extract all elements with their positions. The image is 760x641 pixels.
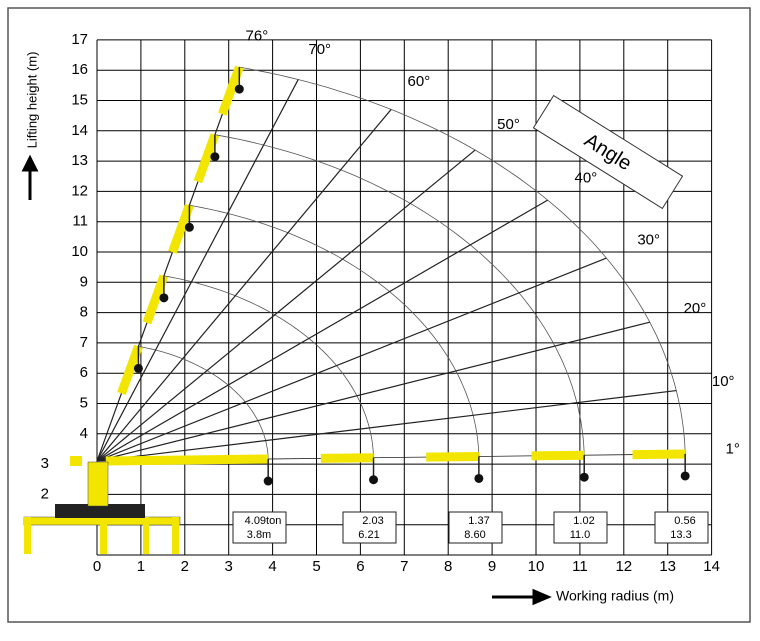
load-value: 0.56 <box>674 515 695 527</box>
angle-ray <box>96 79 299 462</box>
hook <box>680 471 690 481</box>
boom-section <box>320 453 374 463</box>
load-box <box>342 511 397 544</box>
boom-section <box>117 344 143 395</box>
x-tick-label: 0 <box>93 558 101 575</box>
crane-base <box>23 456 181 554</box>
y-tick-label: 10 <box>71 243 88 260</box>
angle-ray <box>96 321 650 462</box>
load-value: 2.03 <box>362 515 383 527</box>
y-tick-label: 17 <box>71 31 88 48</box>
boom-arc <box>189 204 480 467</box>
x-tick-label: 13 <box>659 558 676 575</box>
x-tick-label: 2 <box>181 558 189 575</box>
boom-section <box>632 449 686 460</box>
y-tick-label: 15 <box>71 91 88 108</box>
hook <box>159 293 169 303</box>
boom-section <box>168 203 194 254</box>
hook <box>234 84 244 94</box>
angle-label: 10° <box>712 373 735 390</box>
x-tick-label: 8 <box>444 558 452 575</box>
x-tick-label: 10 <box>528 558 545 575</box>
y-tick-label: 13 <box>71 152 88 169</box>
x-tick-label: 4 <box>268 558 276 575</box>
angle-ray <box>96 149 476 462</box>
x-tick-label: 1 <box>137 558 145 575</box>
angle-label: 76° <box>246 28 269 45</box>
x-tick-label: 9 <box>488 558 496 575</box>
hook <box>210 152 220 162</box>
x-tick-label: 7 <box>400 558 408 575</box>
y-tick-label: 14 <box>71 122 88 139</box>
angle-ray <box>96 389 677 462</box>
angle-label: 50° <box>497 116 520 133</box>
load-value: 1.02 <box>573 515 594 527</box>
angle-label: 70° <box>308 41 331 58</box>
boom-section <box>105 454 269 466</box>
boom-arc <box>214 134 585 466</box>
load-box <box>553 511 608 544</box>
y-arrow <box>21 154 39 200</box>
load-value: 1.37 <box>468 515 489 527</box>
boom-section <box>218 65 244 116</box>
angle-ray <box>96 66 240 462</box>
x-tick-label: 6 <box>356 558 364 575</box>
hook <box>263 476 273 486</box>
load-radius: 8.60 <box>464 529 485 541</box>
angle-label: 40° <box>575 170 598 187</box>
y-tick-label: 9 <box>80 273 88 290</box>
load-radius: 11.0 <box>570 529 591 541</box>
y-tick-label: 6 <box>80 364 88 381</box>
hook <box>184 222 194 232</box>
boom-section <box>193 133 220 184</box>
x-tick-label: 11 <box>572 558 588 575</box>
y-tick-label: 16 <box>71 61 88 78</box>
load-box <box>654 511 709 544</box>
load-value: 4.09ton <box>245 515 282 527</box>
angle-label: 20° <box>684 300 707 317</box>
angle-label: 60° <box>408 73 431 90</box>
load-box <box>232 511 287 544</box>
y-tick-label: 4 <box>80 425 88 442</box>
boom-arc <box>138 346 269 470</box>
y-tick-label: 7 <box>80 334 88 351</box>
load-radius: 6.21 <box>358 529 379 541</box>
y-axis-label: Lifting height (m) <box>24 52 39 149</box>
y-tick-label: 3 <box>41 455 49 472</box>
x-axis-label: Working radius (m) <box>556 588 674 604</box>
angle-ray <box>96 257 607 462</box>
boom-section <box>142 274 169 325</box>
boom-section <box>426 451 479 462</box>
x-tick-label: 14 <box>703 558 720 575</box>
boom-section <box>531 450 585 461</box>
y-tick-label: 12 <box>71 182 88 199</box>
x-tick-label: 3 <box>225 558 233 575</box>
angle-label: 30° <box>637 231 660 248</box>
hook <box>474 473 484 483</box>
hook <box>133 363 143 373</box>
x-arrow <box>492 588 552 606</box>
y-tick-label: 8 <box>80 304 88 321</box>
boom-arc <box>239 66 686 464</box>
load-radius: 3.8m <box>247 529 271 541</box>
x-tick-label: 5 <box>312 558 320 575</box>
hook <box>369 475 379 485</box>
y-tick-label: 11 <box>72 213 88 230</box>
y-tick-label: 5 <box>80 394 88 411</box>
load-radius: 13.3 <box>670 529 691 541</box>
angle-ray <box>96 109 392 462</box>
hook <box>579 472 589 482</box>
load-box <box>448 511 503 544</box>
y-tick-label: 2 <box>41 485 49 502</box>
angle-label: 1° <box>726 440 740 457</box>
boom-arc <box>163 275 374 468</box>
x-tick-label: 12 <box>615 558 632 575</box>
angle-ray <box>96 199 548 462</box>
